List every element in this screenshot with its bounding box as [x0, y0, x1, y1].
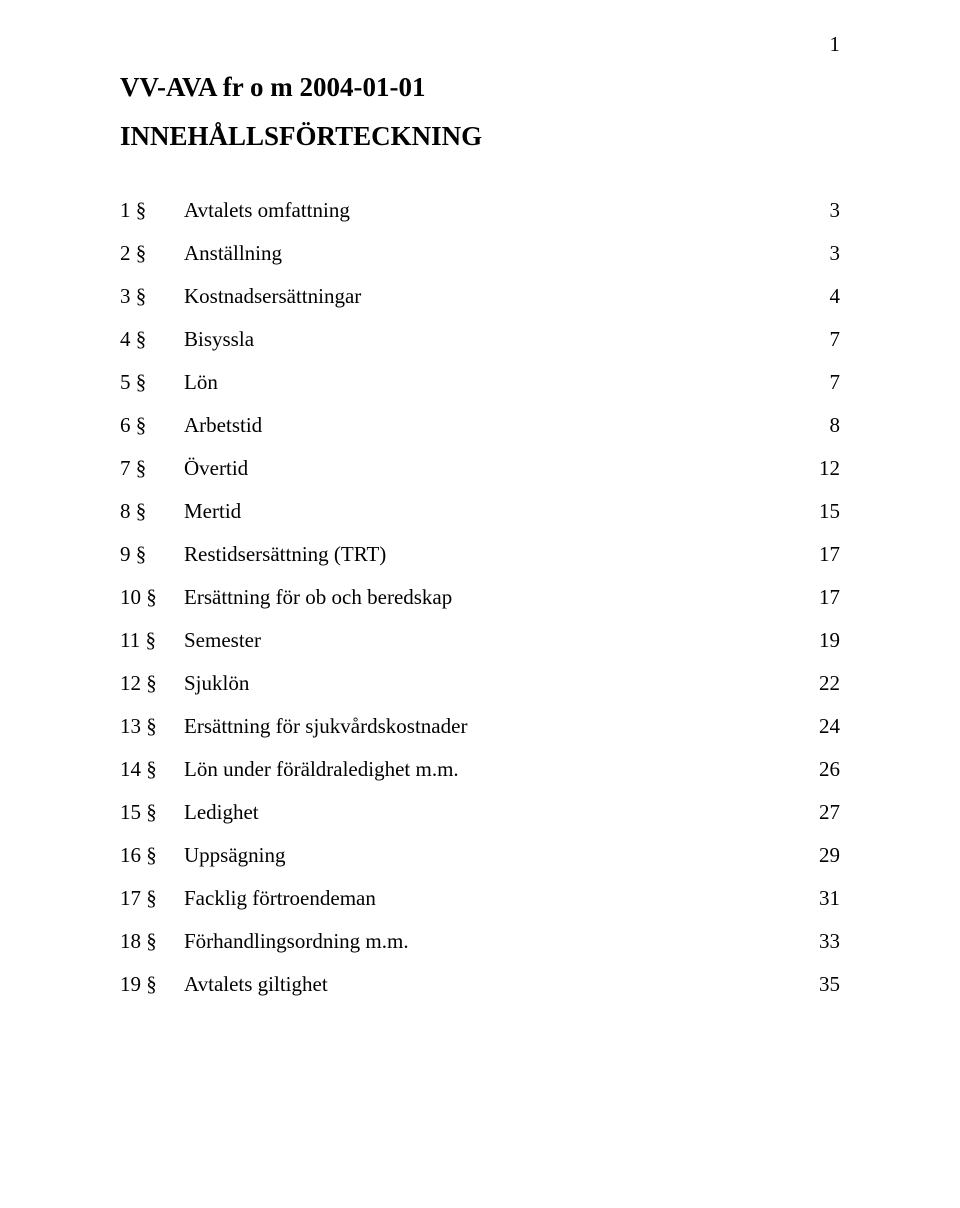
toc-section-label: 15 § — [120, 802, 184, 823]
toc-section-label: 13 § — [120, 716, 184, 737]
toc-row: 1 § Avtalets omfattning 3 — [120, 200, 840, 221]
toc-page-number: 8 — [784, 415, 840, 436]
toc-entry-name: Bisyssla — [184, 329, 784, 350]
toc-entry-name: Anställning — [184, 243, 784, 264]
toc-row: 7 § Övertid 12 — [120, 458, 840, 479]
toc-row: 8 § Mertid 15 — [120, 501, 840, 522]
document-page: 1 VV-AVA fr o m 2004-01-01 INNEHÅLLSFÖRT… — [0, 0, 960, 1208]
toc-section-label: 3 § — [120, 286, 184, 307]
toc-page-number: 3 — [784, 243, 840, 264]
toc-row: 17 § Facklig förtroendeman 31 — [120, 888, 840, 909]
toc-row: 4 § Bisyssla 7 — [120, 329, 840, 350]
toc-entry-name: Övertid — [184, 458, 784, 479]
toc-page-number: 15 — [784, 501, 840, 522]
toc-row: 10 § Ersättning för ob och beredskap 17 — [120, 587, 840, 608]
toc-section-label: 10 § — [120, 587, 184, 608]
toc-row: 5 § Lön 7 — [120, 372, 840, 393]
toc-entry-name: Arbetstid — [184, 415, 784, 436]
toc-entry-name: Uppsägning — [184, 845, 784, 866]
toc-page-number: 3 — [784, 200, 840, 221]
toc-entry-name: Förhandlingsordning m.m. — [184, 931, 784, 952]
toc-section-label: 7 § — [120, 458, 184, 479]
toc-page-number: 31 — [784, 888, 840, 909]
toc-page-number: 17 — [784, 587, 840, 608]
toc-page-number: 17 — [784, 544, 840, 565]
toc-page-number: 27 — [784, 802, 840, 823]
document-title: VV-AVA fr o m 2004-01-01 — [120, 72, 840, 103]
toc-section-label: 19 § — [120, 974, 184, 995]
toc-entry-name: Avtalets omfattning — [184, 200, 784, 221]
toc-page-number: 22 — [784, 673, 840, 694]
toc-row: 14 § Lön under föräldraledighet m.m. 26 — [120, 759, 840, 780]
toc-section-label: 8 § — [120, 501, 184, 522]
toc-page-number: 35 — [784, 974, 840, 995]
toc-row: 18 § Förhandlingsordning m.m. 33 — [120, 931, 840, 952]
toc-section-label: 2 § — [120, 243, 184, 264]
toc-row: 15 § Ledighet 27 — [120, 802, 840, 823]
toc-section-label: 9 § — [120, 544, 184, 565]
toc-row: 19 § Avtalets giltighet 35 — [120, 974, 840, 995]
toc-page-number: 26 — [784, 759, 840, 780]
toc-entry-name: Ersättning för sjukvårdskostnader — [184, 716, 784, 737]
toc-section-label: 16 § — [120, 845, 184, 866]
page-number: 1 — [830, 32, 841, 57]
toc-page-number: 7 — [784, 372, 840, 393]
toc-section-label: 11 § — [120, 630, 184, 651]
toc-section-label: 17 § — [120, 888, 184, 909]
toc-row: 12 § Sjuklön 22 — [120, 673, 840, 694]
toc-section-label: 12 § — [120, 673, 184, 694]
toc-entry-name: Lön — [184, 372, 784, 393]
toc-page-number: 24 — [784, 716, 840, 737]
toc-entry-name: Lön under föräldraledighet m.m. — [184, 759, 784, 780]
toc-section-label: 6 § — [120, 415, 184, 436]
toc-entry-name: Mertid — [184, 501, 784, 522]
toc-row: 9 § Restidsersättning (TRT) 17 — [120, 544, 840, 565]
toc-section-label: 1 § — [120, 200, 184, 221]
toc-section-label: 14 § — [120, 759, 184, 780]
toc-entry-name: Ersättning för ob och beredskap — [184, 587, 784, 608]
toc-entry-name: Restidsersättning (TRT) — [184, 544, 784, 565]
document-subtitle: INNEHÅLLSFÖRTECKNING — [120, 121, 840, 152]
toc-row: 2 § Anställning 3 — [120, 243, 840, 264]
toc-row: 16 § Uppsägning 29 — [120, 845, 840, 866]
toc-page-number: 12 — [784, 458, 840, 479]
toc-section-label: 18 § — [120, 931, 184, 952]
toc-row: 6 § Arbetstid 8 — [120, 415, 840, 436]
toc-page-number: 33 — [784, 931, 840, 952]
toc-entry-name: Avtalets giltighet — [184, 974, 784, 995]
toc-entry-name: Semester — [184, 630, 784, 651]
toc-page-number: 19 — [784, 630, 840, 651]
toc-entry-name: Sjuklön — [184, 673, 784, 694]
toc-entry-name: Facklig förtroendeman — [184, 888, 784, 909]
toc-row: 3 § Kostnadsersättningar 4 — [120, 286, 840, 307]
toc-entry-name: Kostnadsersättningar — [184, 286, 784, 307]
toc-page-number: 7 — [784, 329, 840, 350]
toc-row: 11 § Semester 19 — [120, 630, 840, 651]
toc-section-label: 5 § — [120, 372, 184, 393]
toc-page-number: 4 — [784, 286, 840, 307]
table-of-contents: 1 § Avtalets omfattning 3 2 § Anställnin… — [120, 200, 840, 995]
toc-page-number: 29 — [784, 845, 840, 866]
toc-entry-name: Ledighet — [184, 802, 784, 823]
toc-section-label: 4 § — [120, 329, 184, 350]
toc-row: 13 § Ersättning för sjukvårdskostnader 2… — [120, 716, 840, 737]
